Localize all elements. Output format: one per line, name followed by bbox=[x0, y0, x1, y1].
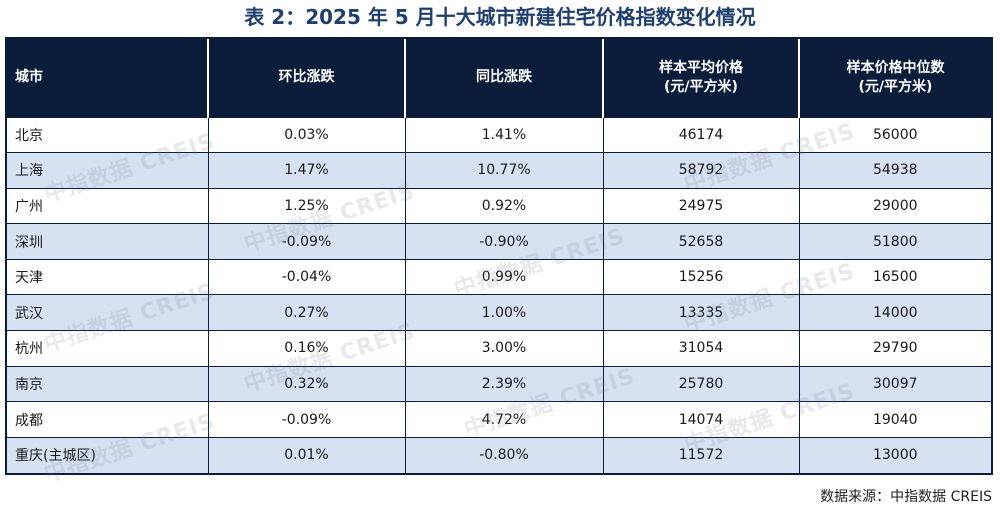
cell-avg: 52658 bbox=[603, 223, 800, 260]
cell-mom: 0.03% bbox=[208, 116, 406, 153]
cell-median: 13000 bbox=[799, 436, 991, 473]
cell-avg: 15256 bbox=[603, 258, 800, 295]
cell-mom: 1.47% bbox=[208, 152, 406, 189]
table-row: 深圳 -0.09% -0.90% 52658 51800 bbox=[7, 223, 991, 260]
cell-city: 北京 bbox=[7, 116, 209, 153]
header-yoy-change: 同比涨跌 bbox=[405, 39, 604, 117]
cell-median: 30097 bbox=[799, 365, 991, 402]
cell-mom: 0.16% bbox=[208, 330, 406, 367]
cell-yoy: 0.99% bbox=[405, 258, 604, 295]
price-index-table: 城市 环比涨跌 同比涨跌 样本平均价格 (元/平方米) 样本价格中位数 (元/平… bbox=[5, 37, 993, 475]
table-row: 南京 0.32% 2.39% 25780 30097 bbox=[7, 365, 991, 402]
table-header-row: 城市 环比涨跌 同比涨跌 样本平均价格 (元/平方米) 样本价格中位数 (元/平… bbox=[7, 39, 991, 117]
cell-avg: 13335 bbox=[603, 294, 800, 331]
header-median-price: 样本价格中位数 (元/平方米) bbox=[799, 39, 991, 117]
cell-mom: 1.25% bbox=[208, 187, 406, 224]
cell-avg: 24975 bbox=[603, 187, 800, 224]
cell-city: 武汉 bbox=[7, 294, 209, 331]
table-row: 杭州 0.16% 3.00% 31054 29790 bbox=[7, 330, 991, 367]
header-median-price-label: 样本价格中位数 bbox=[846, 59, 945, 76]
cell-city: 杭州 bbox=[7, 330, 209, 367]
table-row: 上海 1.47% 10.77% 58792 54938 bbox=[7, 152, 991, 189]
cell-median: 29790 bbox=[799, 330, 991, 367]
cell-city: 广州 bbox=[7, 187, 209, 224]
cell-yoy: 1.00% bbox=[405, 294, 604, 331]
cell-city: 成都 bbox=[7, 401, 209, 438]
header-average-price: 样本平均价格 (元/平方米) bbox=[603, 39, 800, 117]
cell-median: 14000 bbox=[799, 294, 991, 331]
cell-city: 重庆(主城区) bbox=[7, 436, 209, 473]
table-title: 表 2：2025 年 5 月十大城市新建住宅价格指数变化情况 bbox=[244, 5, 756, 29]
cell-yoy: 2.39% bbox=[405, 365, 604, 402]
cell-median: 16500 bbox=[799, 258, 991, 295]
cell-city: 上海 bbox=[7, 152, 209, 189]
table-row: 广州 1.25% 0.92% 24975 29000 bbox=[7, 187, 991, 224]
cell-median: 54938 bbox=[799, 152, 991, 189]
table-row: 成都 -0.09% 4.72% 14074 19040 bbox=[7, 401, 991, 438]
cell-avg: 14074 bbox=[603, 401, 800, 438]
cell-yoy: 4.72% bbox=[405, 401, 604, 438]
table-row: 北京 0.03% 1.41% 46174 56000 bbox=[7, 116, 991, 153]
cell-avg: 58792 bbox=[603, 152, 800, 189]
cell-mom: 0.01% bbox=[208, 436, 406, 473]
header-average-price-label: 样本平均价格 bbox=[659, 59, 743, 76]
header-mom-change: 环比涨跌 bbox=[208, 39, 406, 117]
cell-median: 51800 bbox=[799, 223, 991, 260]
cell-avg: 31054 bbox=[603, 330, 800, 367]
header-city: 城市 bbox=[7, 39, 209, 117]
cell-mom: -0.09% bbox=[208, 401, 406, 438]
cell-city: 天津 bbox=[7, 258, 209, 295]
cell-mom: 0.27% bbox=[208, 294, 406, 331]
table-row: 重庆(主城区) 0.01% -0.80% 11572 13000 bbox=[7, 436, 991, 473]
data-table: 城市 环比涨跌 同比涨跌 样本平均价格 (元/平方米) 样本价格中位数 (元/平… bbox=[7, 39, 991, 473]
header-average-price-unit: (元/平方米) bbox=[664, 78, 738, 95]
cell-median: 29000 bbox=[799, 187, 991, 224]
cell-city: 深圳 bbox=[7, 223, 209, 260]
cell-mom: -0.09% bbox=[208, 223, 406, 260]
cell-mom: 0.32% bbox=[208, 365, 406, 402]
cell-yoy: -0.80% bbox=[405, 436, 604, 473]
cell-yoy: 0.92% bbox=[405, 187, 604, 224]
cell-avg: 25780 bbox=[603, 365, 800, 402]
cell-avg: 11572 bbox=[603, 436, 800, 473]
cell-avg: 46174 bbox=[603, 116, 800, 153]
cell-mom: -0.04% bbox=[208, 258, 406, 295]
header-median-price-unit: (元/平方米) bbox=[858, 78, 933, 95]
data-source-note: 数据来源：中指数据 CREIS bbox=[820, 489, 992, 505]
table-row: 武汉 0.27% 1.00% 13335 14000 bbox=[7, 294, 991, 331]
cell-yoy: -0.90% bbox=[405, 223, 604, 260]
table-row: 天津 -0.04% 0.99% 15256 16500 bbox=[7, 258, 991, 295]
cell-yoy: 10.77% bbox=[405, 152, 604, 189]
cell-median: 56000 bbox=[799, 116, 991, 153]
cell-median: 19040 bbox=[799, 401, 991, 438]
cell-yoy: 3.00% bbox=[405, 330, 604, 367]
cell-yoy: 1.41% bbox=[405, 116, 604, 153]
cell-city: 南京 bbox=[7, 365, 209, 402]
